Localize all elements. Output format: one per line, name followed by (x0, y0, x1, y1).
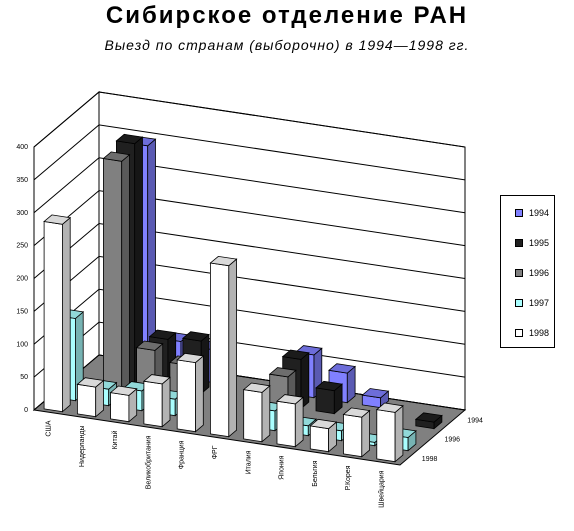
x-axis-labels: США Нидерланды Китай Великобритания Франция Ф… (46, 420, 386, 508)
y-tick-label: 150 (16, 308, 28, 315)
chart-legend: 1994 1995 1996 1997 1998 (500, 195, 555, 348)
y-tick-label: 400 (16, 144, 28, 151)
y-tick-label: 350 (16, 177, 28, 184)
x-tick-label: Китай (111, 430, 119, 449)
legend-swatch (515, 239, 523, 247)
bar-1998-Франция (176, 352, 205, 433)
legend-label: 1997 (529, 298, 550, 308)
bar-1998-Бельгия (309, 418, 338, 453)
bar-1998-Р.Корея (342, 407, 371, 458)
bar-1994-Бельгия (361, 388, 390, 409)
gridline (33, 124, 466, 181)
bar-1998-Китай (109, 385, 138, 423)
x-tick-label: США (46, 420, 53, 436)
legend-swatch (515, 209, 523, 217)
x-tick-label: Великобритания (145, 435, 153, 489)
bar-1998-Великобритания (142, 374, 171, 428)
gridline (33, 91, 466, 148)
depth-tick-label: 1996 (445, 437, 461, 444)
legend-swatch (515, 329, 523, 337)
x-tick-label: Япония (279, 455, 286, 480)
chart-subtitle: Выезд по странам (выборочно) в 1994—1998… (104, 37, 470, 53)
bar-1998-США (43, 214, 72, 413)
legend-label: 1996 (529, 268, 550, 278)
bar-1998-Швейцария (375, 402, 404, 463)
bar-1996-Нидерланды (102, 151, 131, 396)
x-tick-label: Р.Корея (345, 465, 352, 490)
y-tick-label: 250 (16, 243, 28, 250)
x-tick-label: Швейцария (377, 470, 385, 508)
y-tick-label: 50 (20, 374, 28, 381)
y-tick-label: 200 (16, 276, 28, 283)
x-tick-label: Италия (245, 450, 252, 474)
depth-axis-labels: 1994 1996 1998 (422, 417, 483, 463)
bar-1998-ФРГ (209, 255, 238, 438)
y-tick-label: 0 (24, 407, 28, 414)
legend-label: 1998 (529, 328, 550, 338)
y-tick-label: 300 (16, 210, 28, 217)
x-tick-label: ФРГ (212, 445, 219, 459)
bar-1995-Япония (315, 380, 344, 415)
x-tick-label: Нидерланды (79, 426, 86, 468)
x-tick-label: Франция (179, 440, 186, 469)
legend-swatch (515, 299, 523, 307)
x-tick-label: Бельгия (312, 460, 319, 486)
bar-1998-Италия (242, 382, 271, 443)
bar-1995-Швейцария (414, 412, 443, 430)
bar-1998-Нидерланды (76, 377, 105, 418)
depth-tick-label: 1994 (467, 417, 483, 424)
legend-label: 1995 (529, 238, 550, 248)
legend-label: 1994 (529, 208, 550, 218)
bar-1998-Япония (276, 394, 305, 448)
chart-title: Сибирское отделение РАН (105, 2, 469, 29)
depth-tick-label: 1998 (422, 456, 438, 463)
y-tick-label: 100 (16, 341, 28, 348)
gridline (33, 157, 466, 214)
chart-bars (43, 133, 443, 463)
legend-swatch (515, 269, 523, 277)
